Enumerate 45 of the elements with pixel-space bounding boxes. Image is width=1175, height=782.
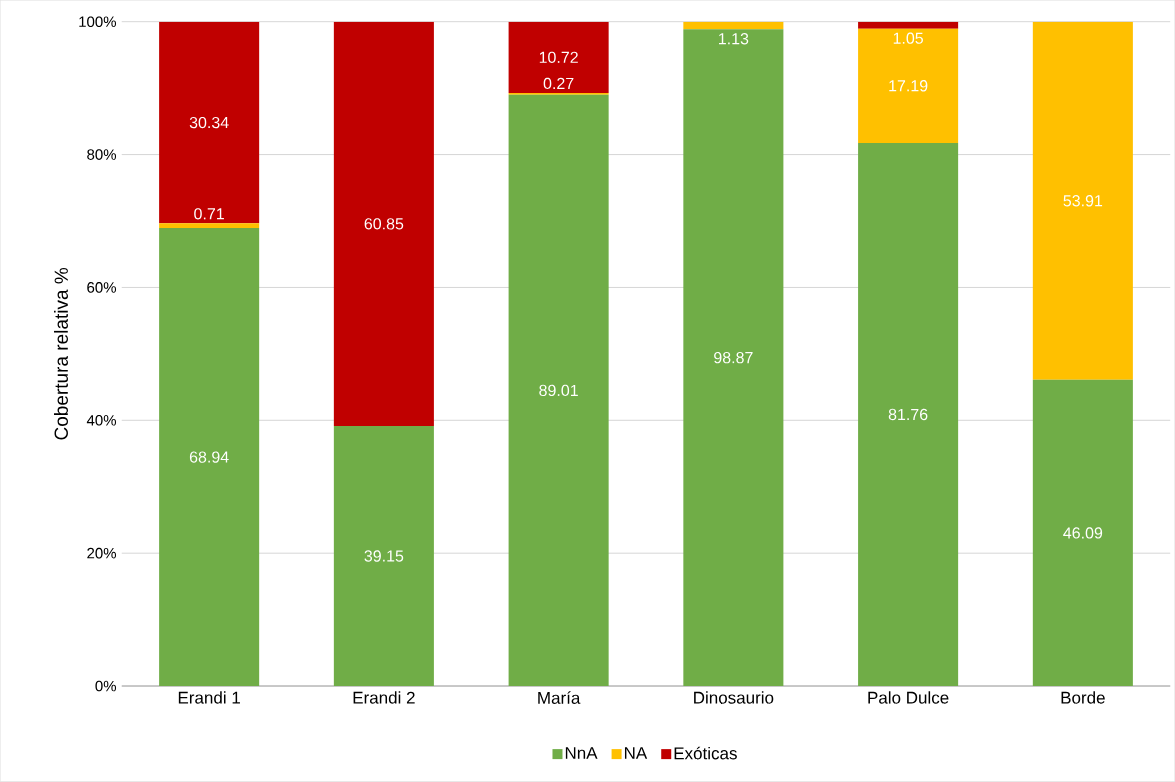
data-label: 1.13 bbox=[719, 33, 749, 45]
bar bbox=[683, 29, 784, 687]
bar bbox=[858, 28, 959, 143]
data-label: 30.34 bbox=[189, 116, 229, 129]
bar bbox=[159, 223, 260, 229]
bar bbox=[683, 21, 784, 30]
bar bbox=[159, 228, 260, 687]
bar bbox=[1032, 21, 1133, 380]
data-label: 10.72 bbox=[539, 51, 578, 64]
y-tick-label: 80% bbox=[87, 149, 117, 160]
y-tick-label: 40% bbox=[86, 415, 117, 426]
x-tick-label: Erandi 1 bbox=[178, 691, 240, 704]
bar bbox=[159, 21, 260, 224]
legend-label: NA bbox=[624, 747, 648, 759]
bar bbox=[508, 21, 609, 94]
bar bbox=[333, 426, 434, 687]
x-tick-label: María bbox=[538, 691, 581, 705]
y-tick-label: 100% bbox=[79, 16, 117, 28]
data-label: 89.01 bbox=[539, 384, 578, 397]
x-tick-label: Borde bbox=[1061, 691, 1105, 704]
bar bbox=[1032, 379, 1133, 687]
data-label: 53.91 bbox=[1063, 195, 1103, 207]
bar bbox=[858, 21, 959, 29]
data-label: 39.15 bbox=[364, 550, 404, 562]
x-tick-label: Erandi 2 bbox=[353, 691, 415, 704]
y-axis-title: Cobertura relativa % bbox=[54, 268, 68, 440]
data-label: 98.87 bbox=[714, 352, 753, 364]
data-label: 17.19 bbox=[889, 80, 928, 92]
bar bbox=[858, 142, 959, 687]
y-tick-label: 60% bbox=[87, 282, 117, 293]
bar bbox=[333, 21, 434, 427]
bar bbox=[508, 94, 609, 687]
data-label: 46.09 bbox=[1063, 527, 1103, 539]
data-label: 60.85 bbox=[364, 218, 404, 230]
y-tick-label: 20% bbox=[87, 547, 117, 559]
x-tick-label: Palo Dulce bbox=[868, 691, 949, 704]
x-tick-label: Dinosaurio bbox=[694, 691, 774, 704]
legend-label: Exóticas bbox=[674, 746, 737, 760]
data-label: 0.27 bbox=[543, 77, 574, 90]
data-label: 1.05 bbox=[893, 32, 924, 44]
data-label: 68.94 bbox=[189, 451, 229, 463]
data-label: 81.76 bbox=[888, 408, 928, 421]
legend-label: NnA bbox=[565, 747, 598, 759]
y-tick-label: 0% bbox=[95, 680, 117, 692]
data-label: 0.71 bbox=[194, 208, 224, 220]
